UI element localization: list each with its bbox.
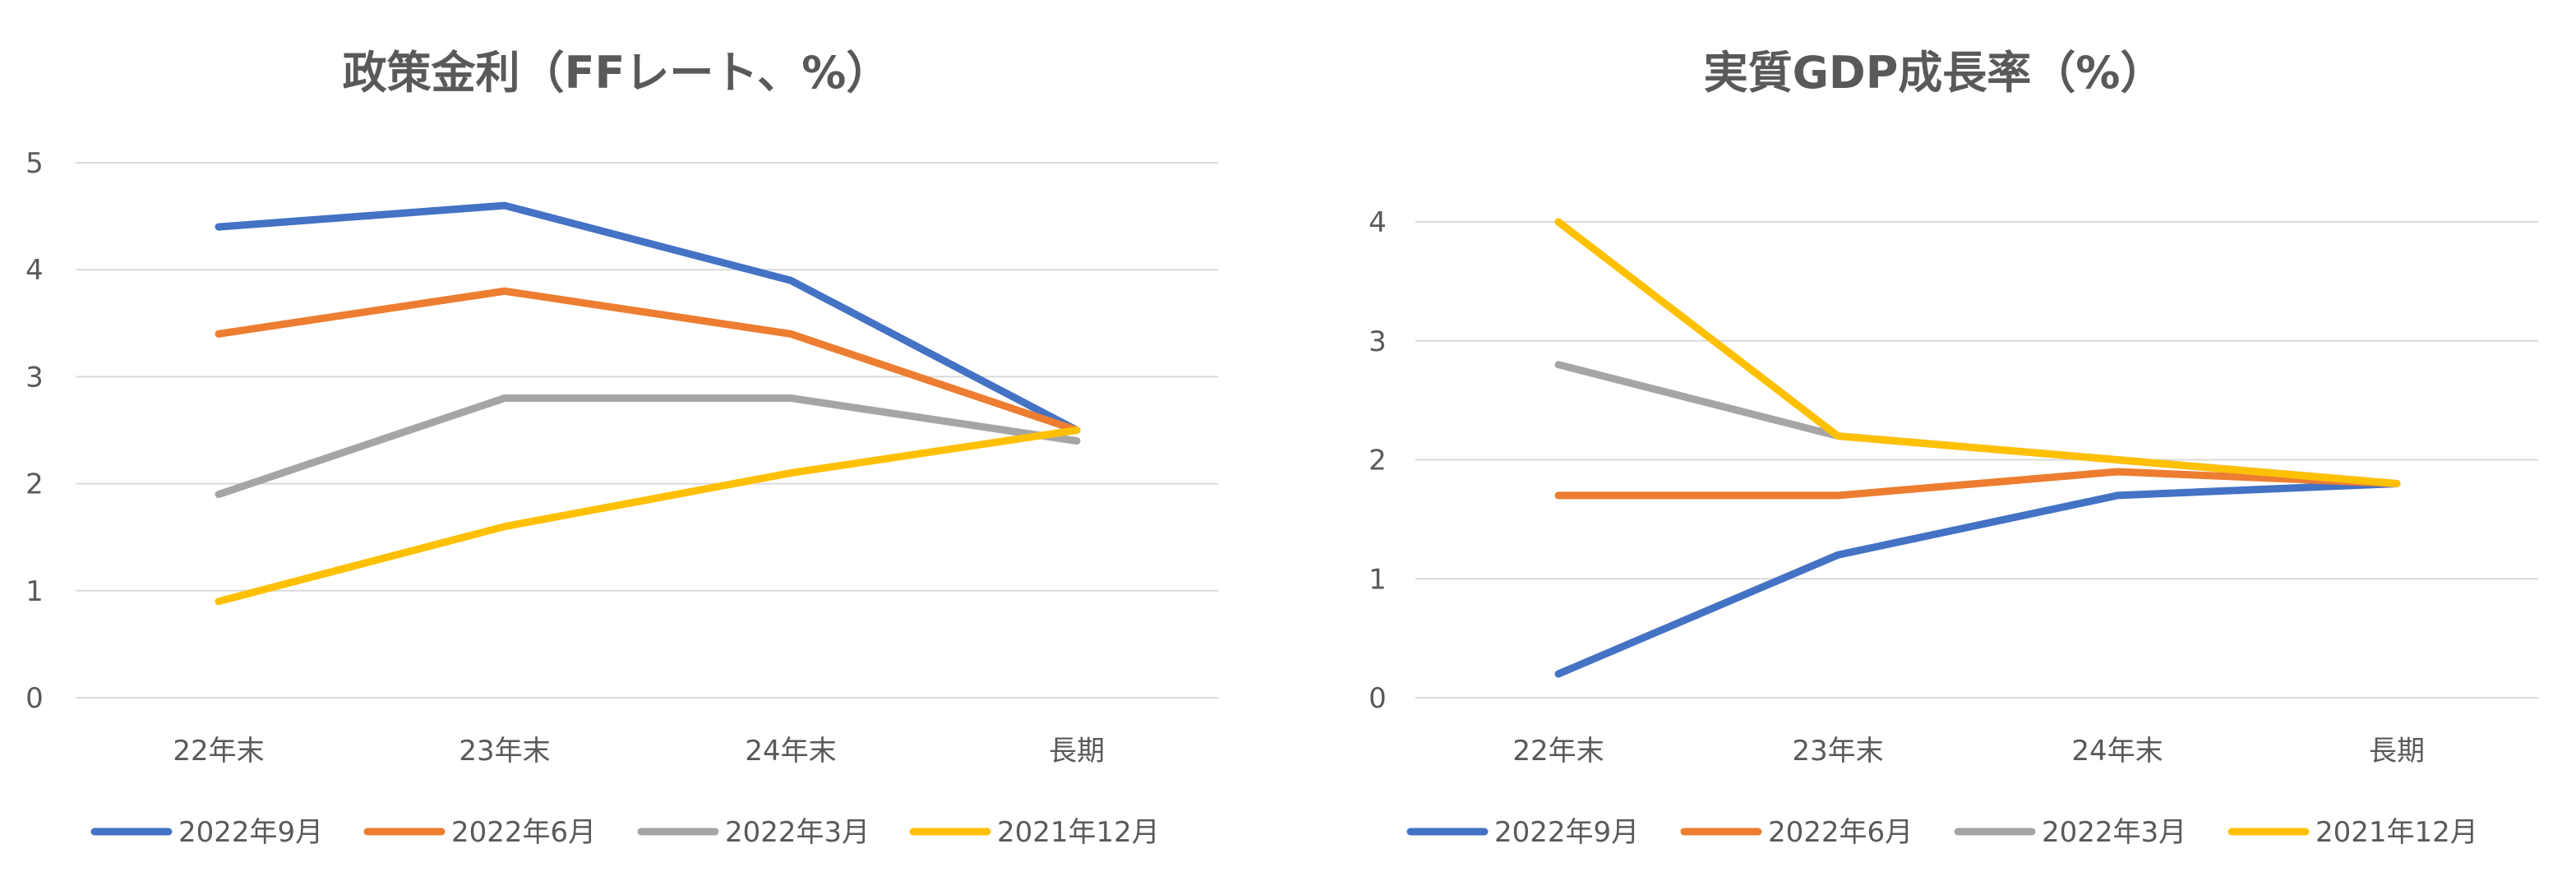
legend-label: 2021年12月 [2315, 816, 2478, 849]
y-tick-label: 1 [25, 575, 44, 608]
y-tick-label: 4 [1369, 206, 1387, 239]
legend-label: 2022年6月 [451, 816, 596, 849]
legend: 2022年9月 2022年6月 2022年3月 2021年12月 [1406, 816, 2478, 849]
series-line [215, 201, 1081, 434]
x-tick-label: 22年末 [173, 735, 264, 768]
x-axis: 22年末 23年末 24年末 長期 [173, 735, 1105, 768]
x-tick-label: 24年末 [745, 735, 836, 768]
chart-title: 政策金利（FFレート、%） [343, 47, 891, 99]
series-lines [215, 201, 1081, 606]
y-tick-label: 0 [25, 682, 44, 715]
y-axis: 0 1 2 3 4 5 [25, 147, 44, 715]
y-tick-label: 2 [25, 468, 44, 501]
x-tick-label: 23年末 [459, 735, 550, 768]
chart-title: 実質GDP成長率（%） [1704, 47, 2165, 99]
y-tick-label: 5 [25, 147, 44, 180]
x-tick-label: 長期 [1049, 735, 1105, 768]
x-axis: 22年末 23年末 24年末 長期 [1512, 735, 2425, 768]
legend-label: 2022年3月 [725, 816, 870, 849]
series-line [215, 287, 1081, 434]
x-tick-label: 24年末 [2071, 735, 2163, 768]
legend-label: 2022年9月 [1494, 816, 1639, 849]
series-line [215, 394, 1081, 499]
y-tick-label: 3 [25, 361, 44, 394]
legend: 2022年9月 2022年6月 2022年3月 2021年12月 [90, 816, 1160, 849]
series-line [215, 427, 1081, 606]
series-lines [1554, 218, 2401, 678]
legend-label: 2022年6月 [1768, 816, 1913, 849]
legend-label: 2022年9月 [178, 816, 323, 849]
chart-gdp-growth: 実質GDP成長率（%） 0 1 2 3 4 22年末 23年末 24年末 長期 2022年9月… [1369, 47, 2538, 849]
y-tick-label: 1 [1369, 563, 1387, 596]
legend-label: 2021年12月 [997, 816, 1160, 849]
legend-label: 2022年3月 [2042, 816, 2186, 849]
y-tick-label: 4 [25, 254, 44, 287]
chart-policy-rate: 政策金利（FFレート、%） 0 1 2 3 4 5 22年末 23年末 24年末 長期 2022… [25, 47, 1218, 849]
x-tick-label: 22年末 [1512, 735, 1604, 768]
x-tick-label: 23年末 [1792, 735, 1883, 768]
x-tick-label: 長期 [2369, 735, 2425, 768]
y-tick-label: 3 [1369, 325, 1387, 358]
gridlines [1415, 221, 2538, 699]
series-line [1554, 468, 2401, 500]
series-line [1554, 479, 2401, 678]
y-tick-label: 2 [1369, 445, 1387, 477]
series-line [1554, 361, 2401, 487]
y-axis: 0 1 2 3 4 [1369, 206, 1387, 715]
series-line [1554, 218, 2401, 487]
y-tick-label: 0 [1369, 682, 1387, 715]
